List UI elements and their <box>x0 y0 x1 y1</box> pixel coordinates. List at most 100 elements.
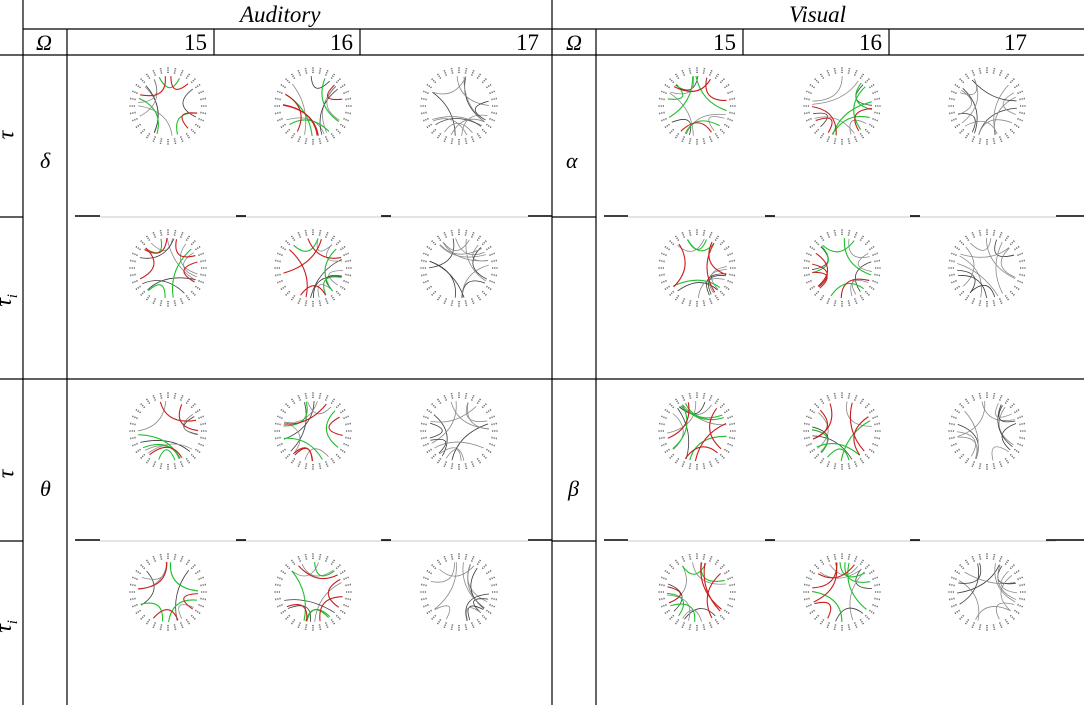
connection-chord <box>673 78 711 92</box>
electrode-label-mark <box>998 231 1003 238</box>
connection-chord <box>461 114 488 136</box>
electrode-label-mark <box>190 290 197 297</box>
electrode-label-mark <box>145 559 151 566</box>
connection-chord <box>995 403 1012 418</box>
electrode-label-mark <box>290 294 296 301</box>
connection-chord <box>964 571 1016 585</box>
electrode-label-mark <box>420 97 427 101</box>
electrode-label-mark <box>194 609 201 615</box>
electrode-label-mark <box>872 576 879 581</box>
connection-chord <box>812 245 829 274</box>
electrode-label-mark <box>284 563 291 570</box>
connection-chord <box>708 116 725 131</box>
electrode-label-mark <box>1019 259 1026 263</box>
electrode-label-mark <box>339 569 346 575</box>
electrode-label-mark <box>719 453 726 460</box>
connection-chord <box>327 578 341 608</box>
electrode-label-mark <box>491 97 498 101</box>
electrode-label-mark <box>719 614 726 621</box>
electrode-label-mark <box>343 576 350 581</box>
electrode-label-mark <box>443 622 448 629</box>
electrode-label-mark <box>436 294 442 301</box>
electrode-label-mark <box>805 576 812 581</box>
connection-chord <box>282 104 319 136</box>
connection-chord <box>167 599 197 623</box>
electrode-label-mark <box>173 553 177 560</box>
connection-chord <box>997 404 1013 448</box>
connection-chord <box>286 604 308 622</box>
chord-diagram-auditory-15-row1 <box>129 229 207 307</box>
electrode-label-mark <box>297 69 302 76</box>
electrode-label-mark <box>159 463 163 470</box>
electrode-label-mark <box>719 563 726 570</box>
electrode-label-mark <box>992 392 996 399</box>
electrode-label-mark <box>274 273 281 277</box>
electrode-label-mark <box>476 235 482 242</box>
electrode-label-mark <box>874 273 881 277</box>
connection-chord <box>434 441 484 449</box>
electrode-label-mark <box>964 235 970 242</box>
electrode-label-mark <box>708 555 713 562</box>
connection-chord <box>456 76 490 106</box>
electrode-label-mark <box>950 90 957 95</box>
electrode-label-mark <box>702 624 706 631</box>
connection-chord <box>470 567 485 609</box>
electrode-label-mark <box>426 569 433 575</box>
connection-chord <box>811 106 837 136</box>
connection-chord <box>672 279 721 288</box>
connection-chord <box>435 118 482 127</box>
connection-chord <box>835 607 864 622</box>
connection-chord <box>439 244 486 258</box>
electrode-label-mark <box>727 603 734 608</box>
electrode-label-mark <box>719 128 726 135</box>
electrode-label-mark <box>714 398 720 405</box>
electrode-label-mark <box>436 559 442 566</box>
electrode-label-mark <box>868 83 875 89</box>
electrode-label-mark <box>1017 279 1024 284</box>
electrode-label-mark <box>658 422 665 426</box>
electrode-label-mark <box>688 624 692 631</box>
chord-diagram-auditory-15-row0 <box>129 67 207 145</box>
electrode-label-mark <box>809 285 816 291</box>
connection-chord <box>840 278 870 299</box>
electrode-label-mark <box>714 132 720 139</box>
electrode-label-mark <box>330 559 336 566</box>
electrode-label-mark <box>809 569 816 575</box>
electrode-label-mark <box>719 239 726 246</box>
connection-chord <box>465 593 489 621</box>
electrode-label-mark <box>422 576 429 581</box>
electrode-label-mark <box>833 67 837 74</box>
connection-chord <box>291 570 306 621</box>
electrode-label-mark <box>859 559 865 566</box>
electrode-label-mark <box>335 563 342 570</box>
connection-chord <box>319 88 338 135</box>
electrode-label-mark <box>284 402 291 409</box>
electrode-label-mark <box>872 279 879 284</box>
electrode-label-mark <box>658 597 665 601</box>
electrode-label-mark <box>954 83 961 89</box>
connection-chord <box>846 401 872 427</box>
electrode-label-mark <box>274 97 281 101</box>
electrode-label-mark <box>135 448 142 454</box>
electrode-label-mark <box>1013 83 1020 89</box>
electrode-label-mark <box>485 245 492 251</box>
electrode-label-mark <box>131 576 138 581</box>
electrode-label-mark <box>664 123 671 129</box>
electrode-label-mark <box>426 448 433 454</box>
electrode-label-mark <box>971 622 976 629</box>
electrode-label-mark <box>450 624 454 631</box>
electrode-label-mark <box>950 117 957 122</box>
electrode-label-mark <box>971 69 976 76</box>
electrode-label-mark <box>436 398 442 405</box>
band-label-theta: θ <box>40 476 51 501</box>
electrode-label-mark <box>481 290 488 297</box>
connection-chord <box>178 604 194 619</box>
connection-chord <box>998 406 1014 446</box>
electrode-label-mark <box>833 624 837 631</box>
electrode-label-mark <box>803 273 810 277</box>
electrode-label-mark <box>864 239 871 246</box>
connection-chord <box>692 562 726 585</box>
electrode-label-mark <box>343 415 350 420</box>
electrode-label-mark <box>284 77 291 84</box>
electrode-label-mark <box>491 422 498 426</box>
